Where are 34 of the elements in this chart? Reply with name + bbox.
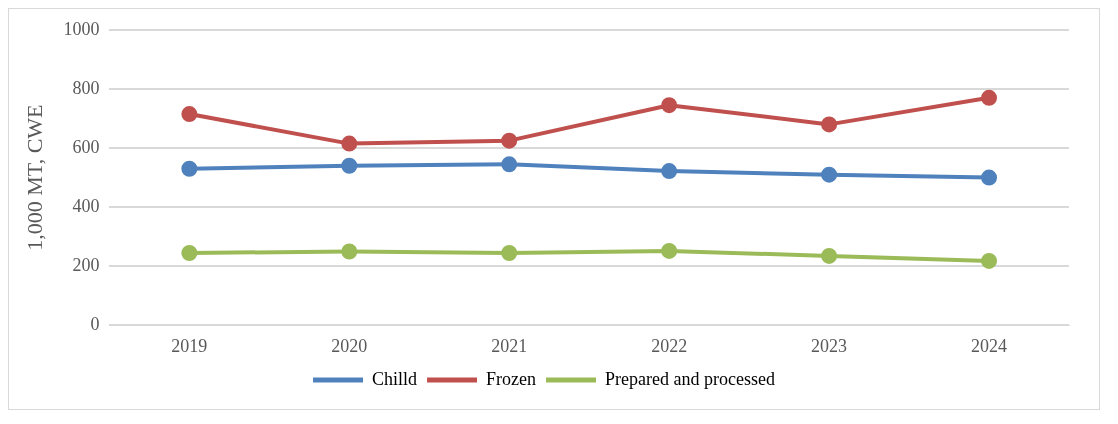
point [501,156,518,173]
x-tick-label: 2021 [491,335,528,356]
y-tick-label: 0 [90,314,100,335]
x-tick-label: 2024 [971,335,1008,356]
point [341,157,358,174]
x-tick-label: 2023 [811,335,848,356]
legend-label: Chilld [372,368,418,389]
point [981,169,998,186]
point [181,244,198,261]
x-tick-label: 2020 [331,335,368,356]
y-tick-label: 200 [72,255,100,276]
y-tick-label: 800 [72,77,100,98]
point [501,244,518,261]
point [181,106,198,123]
point [661,97,678,114]
point [661,163,678,180]
y-tick-label: 600 [72,136,100,157]
point [341,135,358,152]
point [981,252,998,269]
y-tick-label: 1000 [63,18,100,39]
point [821,166,838,183]
x-tick-label: 2022 [651,335,688,356]
point [181,160,198,177]
point [821,116,838,133]
point [341,243,358,260]
y-axis-title: 1,000 MT, CWE [21,104,47,251]
point [501,132,518,149]
x-tick-label: 2019 [171,335,208,356]
point [981,89,998,106]
legend-label: Frozen [486,368,537,389]
y-tick-label: 400 [72,195,100,216]
point [661,242,678,259]
point [821,247,838,264]
legend-label: Prepared and processed [605,368,775,389]
